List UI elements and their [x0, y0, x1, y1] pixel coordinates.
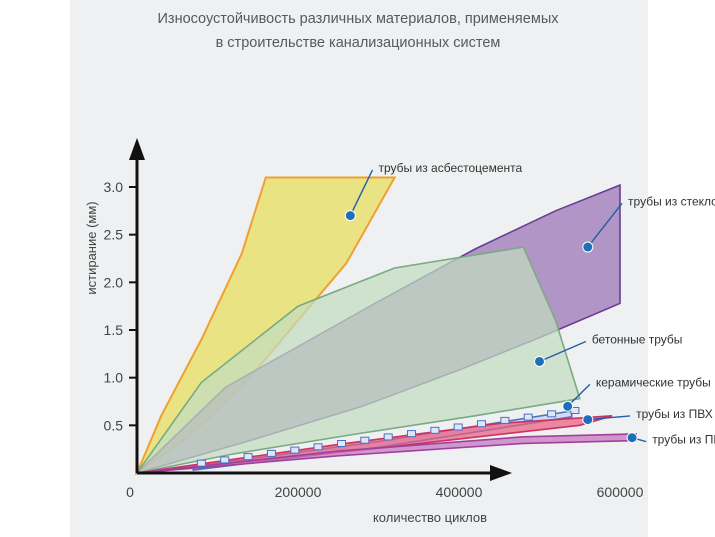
series-label-трубы-из-ПВХ: трубы из ПВХ [636, 407, 713, 421]
x-tick-label: 600000 [597, 484, 644, 500]
ceramic-square-marker [196, 459, 206, 467]
chart-title-line-2: в строительстве канализационных систем [216, 35, 501, 51]
axes [129, 138, 512, 481]
x-tick-label: 0 [126, 484, 134, 500]
x-tick-label: 400000 [436, 484, 483, 500]
callout-leader [349, 169, 374, 216]
y-tick-label: 1.5 [104, 322, 124, 338]
series-areas [134, 176, 637, 476]
callout-marker [582, 414, 594, 426]
ceramic-square-marker [266, 449, 276, 457]
x-axis-arrow [490, 465, 512, 481]
x-axis-title: количество циклов [373, 510, 487, 525]
series-label-бетонные-трубы: бетонные трубы [592, 333, 683, 347]
callout-marker [626, 432, 638, 444]
callout-leader [539, 340, 587, 363]
ceramic-square-marker [220, 456, 230, 464]
ceramic-square-marker [477, 420, 486, 428]
y-tick-label: 2.5 [104, 227, 124, 243]
callout-leader [587, 415, 631, 421]
y-tick-label: 0.5 [104, 417, 124, 433]
callout-marker [562, 400, 574, 412]
series-callouts: трубы из асбестоцемента трубы из стеклово… [344, 161, 715, 447]
ceramic-square-marker [360, 436, 370, 444]
series-label-трубы-из-ПП: трубы из ПП [652, 433, 715, 447]
series-label-трубы-из-асбестоцемента: трубы из асбестоцемента [379, 161, 523, 175]
y-tick-label: 2.0 [104, 274, 124, 290]
ceramic-square-marker [430, 426, 440, 434]
ceramic-square-marker [243, 453, 253, 461]
y-tick-label: 1.0 [104, 370, 124, 386]
callout-marker [534, 355, 545, 367]
series-label-керамические-трубы: керамические трубы [596, 375, 711, 389]
y-axis-title: истирание (мм) [84, 201, 99, 294]
callout-marker [582, 241, 594, 253]
y-axis-arrow [129, 138, 145, 160]
y-ticks: 0.5 1.0 1.5 2.0 2.5 3.0 [104, 179, 137, 433]
ceramic-square-marker [290, 446, 300, 454]
chart-title-line-1: Износоустойчивость различных материалов,… [158, 11, 560, 27]
series-label-трубы-из-стекловолокна: трубы из стекловолокна [628, 194, 715, 208]
callout-marker [344, 210, 356, 222]
ceramic-square-marker [453, 423, 463, 431]
x-tick-label: 200000 [275, 484, 322, 500]
callout-leader [587, 202, 623, 248]
ceramic-square-marker [547, 410, 557, 418]
ceramic-square-marker [523, 413, 533, 421]
area-бетонные-трубы [135, 246, 581, 475]
ceramic-square-marker [313, 443, 323, 451]
ceramic-square-marker [337, 440, 346, 447]
ceramic-square-marker [407, 430, 416, 438]
ceramic-square-markers [196, 407, 580, 467]
x-ticks: 0 200000 400000 600000 [126, 484, 643, 500]
y-tick-label: 3.0 [104, 179, 124, 195]
ceramic-square-marker [383, 433, 393, 441]
ceramic-square-marker [500, 416, 510, 424]
